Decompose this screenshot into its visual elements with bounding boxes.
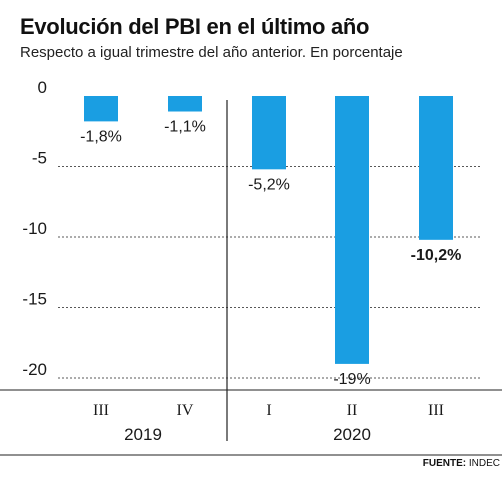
- bar: [335, 96, 369, 364]
- grid-lines: [58, 166, 480, 379]
- x-tick-label: III: [428, 402, 444, 419]
- year-label: 2019: [124, 425, 162, 444]
- value-label: -5,2%: [248, 176, 290, 193]
- chart-title: Evolución del PBI en el último año: [20, 14, 370, 39]
- x-tick-label: I: [266, 402, 271, 419]
- x-tick-label: II: [347, 402, 358, 419]
- source-text: INDEC: [468, 458, 500, 469]
- value-label: -19%: [333, 371, 370, 388]
- x-tick-label: IV: [177, 402, 194, 419]
- value-label: -1,8%: [80, 128, 122, 145]
- x-tick-label: III: [93, 402, 109, 419]
- bar: [84, 96, 118, 122]
- y-tick-label: 0: [38, 78, 47, 97]
- y-tick-label: -15: [22, 290, 47, 309]
- value-labels: -1,8% -1,1% -5,2% -19% -10,2%: [80, 119, 461, 388]
- source-note: FUENTE: INDEC: [423, 458, 500, 469]
- source-label: FUENTE:: [422, 458, 467, 469]
- bar: [168, 96, 202, 112]
- year-label: 2020: [333, 425, 371, 444]
- chart-subtitle: Respecto a igual trimestre del año anter…: [20, 44, 403, 61]
- value-label: -1,1%: [164, 119, 206, 136]
- value-label: -10,2%: [411, 247, 462, 264]
- y-tick-label: -10: [22, 219, 47, 238]
- bar: [419, 96, 453, 240]
- y-tick-label: -5: [32, 149, 47, 168]
- y-tick-label: -20: [22, 360, 47, 379]
- bar: [252, 96, 286, 170]
- bars: [84, 96, 453, 364]
